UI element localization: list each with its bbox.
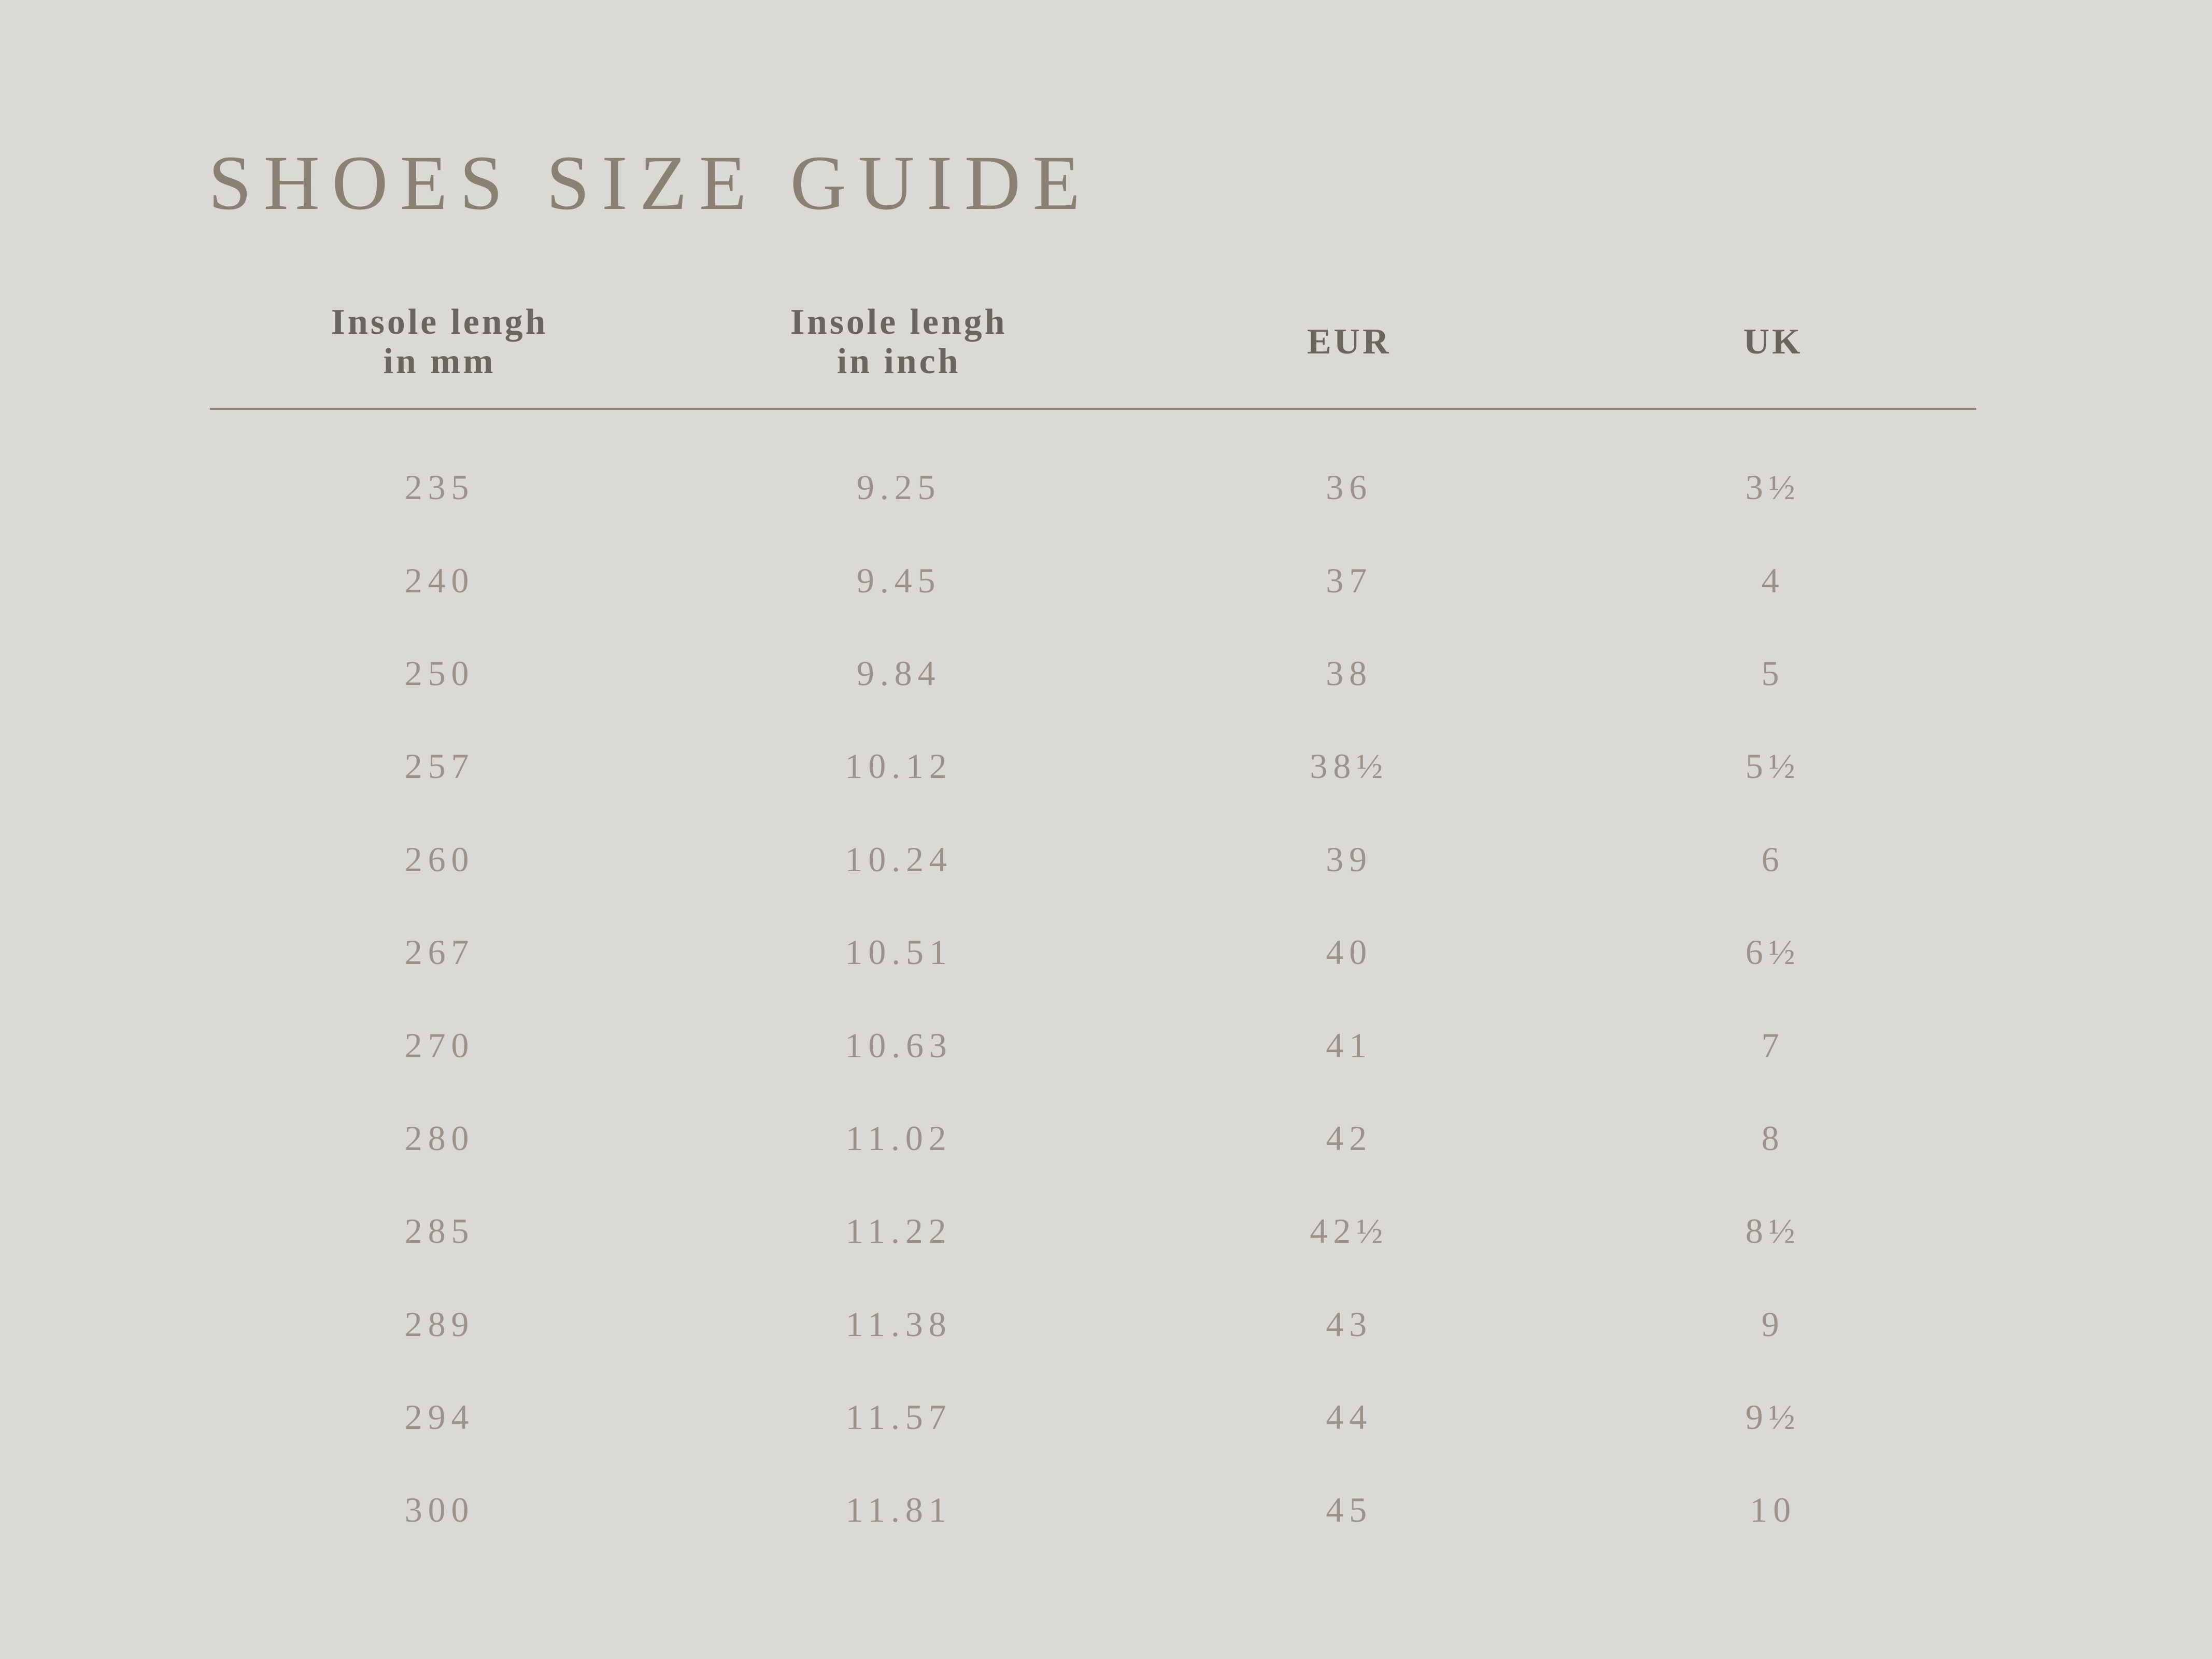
cell-inch: 11.38 bbox=[845, 1304, 952, 1344]
column-header-insole-mm: Insole lengh in mm bbox=[210, 301, 669, 384]
cell-mm: 250 bbox=[404, 653, 475, 693]
header-line1: EUR bbox=[1307, 322, 1392, 362]
cell-eur: 41 bbox=[1326, 1025, 1373, 1065]
table-row: 267 10.51 40 6½ bbox=[210, 906, 1976, 999]
table-body: 235 9.25 36 3½ 240 9.45 37 4 250 9.84 38… bbox=[210, 441, 1976, 1557]
table-header-row: Insole lengh in mm Insole lengh in inch … bbox=[210, 301, 1976, 384]
cell-eur: 37 bbox=[1326, 560, 1373, 600]
cell-eur: 38 bbox=[1326, 653, 1373, 693]
cell-uk: 8½ bbox=[1745, 1211, 1801, 1251]
table-row: 280 11.02 42 8 bbox=[210, 1092, 1976, 1185]
cell-inch: 11.81 bbox=[845, 1490, 952, 1530]
header-divider-line bbox=[210, 408, 1976, 410]
cell-mm: 285 bbox=[404, 1211, 475, 1251]
header-line1: UK bbox=[1743, 322, 1803, 362]
cell-uk: 8 bbox=[1761, 1118, 1785, 1158]
cell-mm: 294 bbox=[404, 1397, 475, 1437]
cell-eur: 44 bbox=[1326, 1397, 1373, 1437]
header-line1: Insole lengh bbox=[331, 302, 548, 343]
cell-inch: 10.24 bbox=[845, 839, 953, 879]
cell-inch: 11.02 bbox=[845, 1118, 952, 1158]
cell-eur: 43 bbox=[1326, 1304, 1373, 1344]
cell-uk: 5 bbox=[1761, 653, 1785, 693]
column-header-insole-inch: Insole lengh in inch bbox=[669, 301, 1128, 384]
column-header-uk: UK bbox=[1570, 301, 1976, 384]
header-line2: in mm bbox=[383, 342, 496, 381]
cell-mm: 240 bbox=[404, 560, 475, 600]
cell-eur: 36 bbox=[1326, 467, 1373, 507]
cell-mm: 300 bbox=[404, 1490, 475, 1530]
cell-inch: 9.84 bbox=[856, 653, 941, 693]
cell-inch: 10.63 bbox=[845, 1025, 953, 1065]
page-title: SHOES SIZE GUIDE bbox=[208, 140, 1093, 226]
cell-eur: 42½ bbox=[1310, 1211, 1388, 1251]
cell-uk: 6½ bbox=[1745, 932, 1801, 972]
table-row: 260 10.24 39 6 bbox=[210, 813, 1976, 906]
cell-eur: 45 bbox=[1326, 1490, 1373, 1530]
header-line1: Insole lengh bbox=[790, 302, 1008, 343]
cell-inch: 11.22 bbox=[845, 1211, 952, 1251]
cell-uk: 6 bbox=[1761, 839, 1785, 879]
cell-inch: 10.12 bbox=[845, 746, 953, 786]
cell-uk: 7 bbox=[1761, 1025, 1785, 1065]
column-header-eur: EUR bbox=[1128, 301, 1570, 384]
table-row: 285 11.22 42½ 8½ bbox=[210, 1185, 1976, 1278]
cell-uk: 9 bbox=[1761, 1304, 1785, 1344]
cell-mm: 280 bbox=[404, 1118, 475, 1158]
cell-inch: 9.25 bbox=[856, 467, 941, 507]
cell-mm: 289 bbox=[404, 1304, 475, 1344]
table-row: 250 9.84 38 5 bbox=[210, 627, 1976, 720]
cell-eur: 38½ bbox=[1310, 746, 1388, 786]
cell-mm: 260 bbox=[404, 839, 475, 879]
cell-inch: 10.51 bbox=[845, 932, 953, 972]
cell-eur: 39 bbox=[1326, 839, 1373, 879]
cell-inch: 9.45 bbox=[856, 560, 941, 600]
cell-uk: 9½ bbox=[1745, 1397, 1801, 1437]
table-row: 294 11.57 44 9½ bbox=[210, 1371, 1976, 1464]
header-line2: in inch bbox=[836, 342, 961, 381]
cell-eur: 40 bbox=[1326, 932, 1373, 972]
table-row: 257 10.12 38½ 5½ bbox=[210, 720, 1976, 813]
table-row: 235 9.25 36 3½ bbox=[210, 441, 1976, 534]
cell-uk: 3½ bbox=[1745, 467, 1801, 507]
table-row: 270 10.63 41 7 bbox=[210, 999, 1976, 1091]
table-row: 289 11.38 43 9 bbox=[210, 1278, 1976, 1371]
cell-mm: 257 bbox=[404, 746, 475, 786]
cell-mm: 235 bbox=[404, 467, 475, 507]
cell-mm: 267 bbox=[404, 932, 475, 972]
cell-eur: 42 bbox=[1326, 1118, 1373, 1158]
cell-uk: 10 bbox=[1750, 1490, 1796, 1530]
table-row: 300 11.81 45 10 bbox=[210, 1464, 1976, 1556]
cell-uk: 4 bbox=[1761, 560, 1785, 600]
cell-uk: 5½ bbox=[1745, 746, 1801, 786]
table-row: 240 9.45 37 4 bbox=[210, 534, 1976, 627]
cell-mm: 270 bbox=[404, 1025, 475, 1065]
cell-inch: 11.57 bbox=[845, 1397, 952, 1437]
